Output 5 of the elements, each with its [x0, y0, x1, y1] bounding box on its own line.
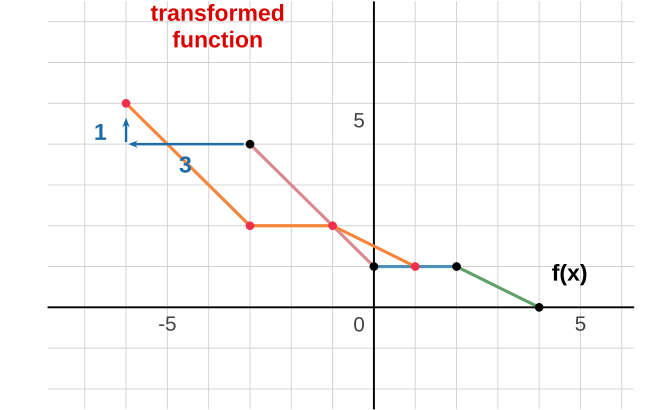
annotation: f(x): [552, 264, 586, 286]
x-tick-label: -5: [159, 316, 176, 331]
annotation: 1: [95, 124, 106, 140]
y-tick-label: 0: [354, 316, 364, 332]
annotation: transformed function: [150, 4, 284, 48]
